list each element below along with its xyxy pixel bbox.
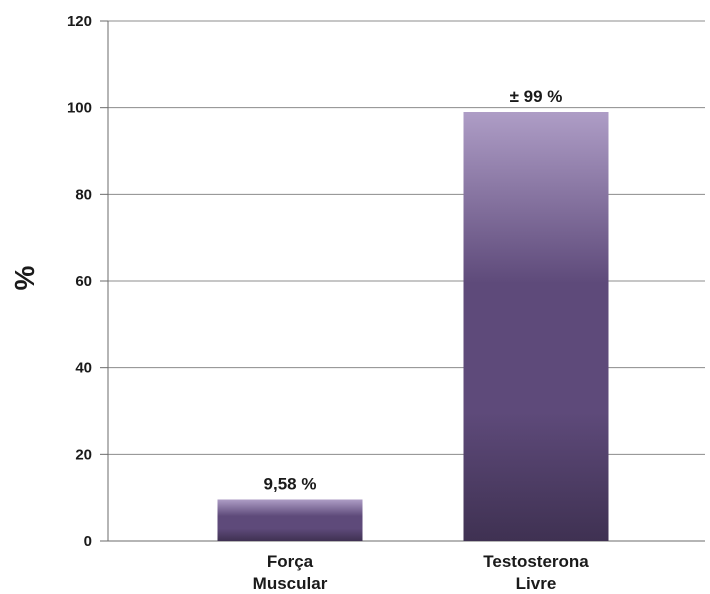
- x-category-label: Força: [267, 552, 314, 571]
- data-label: 9,58 %: [264, 474, 317, 493]
- labels: 0 20 40 60 80 100 120 9,58 % Força Muscular ± 99 %…: [67, 13, 589, 593]
- data-label: ± 99 %: [510, 87, 563, 106]
- x-category-label: Livre: [516, 574, 557, 593]
- gridlines: [108, 20, 705, 455]
- y-tick-label: 0: [84, 533, 92, 550]
- y-tick-label: 20: [75, 446, 92, 463]
- x-category-label: Muscular: [253, 574, 328, 593]
- bars: [217, 112, 609, 541]
- y-tick-label: 100: [67, 100, 92, 117]
- y-tick-label: 40: [75, 360, 92, 377]
- y-tick-label: 60: [75, 273, 92, 290]
- y-axis-title: %: [9, 265, 40, 290]
- y-tick-label: 80: [75, 186, 92, 203]
- y-tick-label: 120: [67, 13, 92, 30]
- bar: [217, 499, 363, 541]
- x-category-label: Testosterona: [483, 552, 589, 571]
- bar: [463, 112, 609, 541]
